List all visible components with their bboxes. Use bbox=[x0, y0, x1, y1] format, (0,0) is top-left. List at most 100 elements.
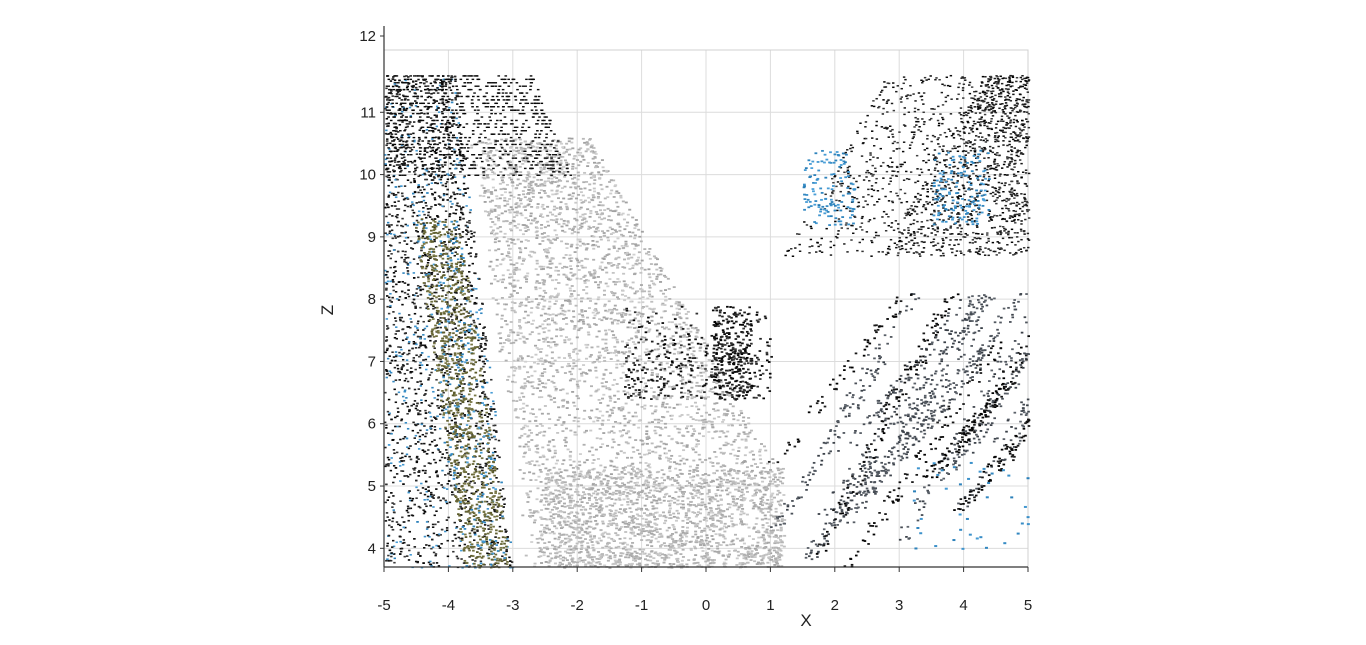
point bbox=[705, 343, 709, 346]
point bbox=[563, 341, 567, 344]
point bbox=[719, 477, 723, 480]
point bbox=[618, 312, 622, 315]
point bbox=[603, 305, 607, 308]
point bbox=[631, 469, 635, 472]
point bbox=[512, 154, 516, 157]
point bbox=[635, 502, 639, 505]
point bbox=[527, 515, 531, 517]
point bbox=[548, 440, 552, 443]
point bbox=[624, 313, 628, 315]
point bbox=[735, 457, 739, 460]
point bbox=[580, 374, 584, 377]
point bbox=[571, 274, 575, 277]
point bbox=[626, 430, 630, 433]
point bbox=[545, 473, 549, 475]
point bbox=[633, 357, 637, 359]
point bbox=[576, 385, 580, 388]
point bbox=[635, 557, 639, 560]
point bbox=[609, 464, 613, 467]
point bbox=[562, 318, 566, 320]
point bbox=[650, 545, 654, 548]
point bbox=[624, 486, 628, 488]
point bbox=[510, 167, 514, 170]
point bbox=[594, 369, 598, 372]
point bbox=[516, 359, 520, 362]
point bbox=[696, 464, 700, 467]
point bbox=[573, 416, 577, 419]
point bbox=[500, 348, 504, 351]
point bbox=[730, 540, 734, 543]
point bbox=[509, 206, 513, 209]
point bbox=[775, 485, 779, 488]
point bbox=[485, 174, 489, 176]
point bbox=[564, 550, 568, 553]
point bbox=[572, 499, 576, 502]
point bbox=[565, 247, 569, 250]
point bbox=[571, 165, 575, 168]
point bbox=[562, 170, 566, 173]
point bbox=[726, 493, 730, 496]
point bbox=[638, 564, 642, 567]
point bbox=[695, 357, 699, 359]
point bbox=[530, 155, 534, 158]
point bbox=[504, 153, 508, 155]
point bbox=[687, 508, 691, 510]
point bbox=[565, 392, 569, 395]
point bbox=[643, 290, 647, 293]
point bbox=[711, 511, 715, 514]
point bbox=[704, 473, 708, 475]
point bbox=[547, 224, 551, 227]
point bbox=[695, 474, 699, 477]
point bbox=[499, 188, 503, 191]
point bbox=[753, 494, 757, 497]
point bbox=[577, 518, 581, 521]
point bbox=[578, 154, 582, 157]
point bbox=[617, 298, 621, 300]
point bbox=[697, 365, 701, 367]
point bbox=[628, 268, 632, 270]
point bbox=[597, 204, 601, 207]
point bbox=[522, 179, 526, 182]
point bbox=[530, 534, 534, 537]
point bbox=[729, 543, 733, 546]
point bbox=[671, 545, 675, 547]
point bbox=[689, 416, 693, 418]
point bbox=[720, 489, 724, 492]
point bbox=[574, 545, 578, 547]
point bbox=[563, 537, 567, 540]
point bbox=[637, 494, 641, 497]
point bbox=[545, 527, 549, 530]
point bbox=[626, 421, 630, 424]
point bbox=[543, 368, 547, 371]
point bbox=[646, 435, 650, 438]
point bbox=[563, 151, 567, 154]
point bbox=[664, 556, 668, 559]
point bbox=[700, 419, 704, 422]
point bbox=[596, 192, 600, 194]
point bbox=[621, 492, 625, 495]
point bbox=[557, 313, 561, 316]
point bbox=[515, 211, 519, 214]
point bbox=[639, 312, 643, 315]
point bbox=[772, 496, 776, 499]
point bbox=[620, 321, 624, 324]
point bbox=[540, 298, 544, 301]
point bbox=[690, 396, 694, 398]
point bbox=[602, 488, 606, 490]
point bbox=[507, 162, 511, 165]
point bbox=[551, 544, 555, 547]
point bbox=[702, 486, 706, 488]
point bbox=[676, 482, 680, 484]
point bbox=[515, 146, 519, 149]
point bbox=[526, 199, 530, 201]
point bbox=[562, 422, 566, 425]
point bbox=[551, 375, 555, 378]
point bbox=[493, 241, 497, 244]
point bbox=[743, 454, 747, 457]
point bbox=[783, 519, 787, 521]
point bbox=[774, 522, 778, 525]
point bbox=[619, 476, 623, 479]
point bbox=[771, 482, 775, 485]
point bbox=[622, 509, 626, 512]
point bbox=[708, 390, 712, 393]
